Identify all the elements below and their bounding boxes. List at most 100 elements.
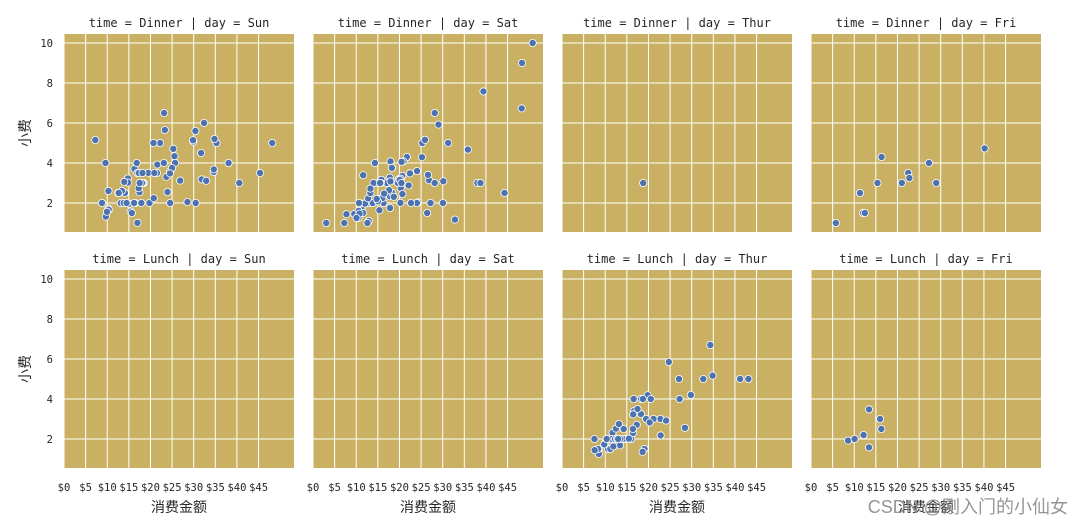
data-point	[340, 218, 349, 227]
facet-title: time = Lunch | day = Sun	[92, 252, 265, 266]
data-point	[517, 59, 526, 68]
data-point	[517, 104, 526, 113]
x-tick-label: $20	[390, 482, 409, 494]
x-tick-label: $25	[412, 482, 431, 494]
data-point	[860, 208, 869, 217]
data-point	[423, 170, 432, 179]
data-point	[210, 134, 219, 143]
x-tick-label: $35	[704, 482, 723, 494]
data-point	[397, 157, 406, 166]
y-tick-label: 2	[47, 198, 53, 210]
data-point	[924, 158, 933, 167]
x-tick-label: $20	[141, 482, 160, 494]
x-tick-label: $5	[328, 482, 341, 494]
data-point	[150, 168, 159, 177]
data-point	[159, 158, 168, 167]
watermark: CSDN @刚入门的小仙女	[868, 497, 1068, 517]
x-tick-label: $25	[910, 482, 929, 494]
data-point	[268, 138, 277, 147]
panel-background	[64, 270, 294, 468]
data-point	[873, 178, 882, 187]
data-point	[396, 198, 405, 207]
x-tick-label: $30	[682, 482, 701, 494]
data-point	[674, 374, 683, 383]
x-tick-label: $15	[866, 482, 885, 494]
data-point	[444, 138, 453, 147]
data-point	[686, 390, 695, 399]
data-point	[420, 135, 429, 144]
data-point	[609, 442, 618, 451]
facet-title: time = Dinner | day = Fri	[836, 16, 1017, 30]
data-point	[528, 39, 537, 48]
data-point	[138, 168, 147, 177]
data-point	[389, 192, 398, 201]
data-point	[120, 177, 129, 186]
data-point	[423, 208, 432, 217]
x-tick-label: $15	[368, 482, 387, 494]
data-point	[372, 194, 381, 203]
data-point	[417, 153, 426, 162]
data-point	[628, 424, 637, 433]
data-point	[905, 173, 914, 182]
facet-panel: time = Dinner | day = Sat	[312, 16, 543, 232]
x-tick-label: $10	[845, 482, 864, 494]
data-point	[189, 136, 198, 145]
x-tick-label: $45	[249, 482, 268, 494]
data-point	[675, 394, 684, 403]
y-tick-label: 6	[47, 118, 53, 130]
data-point	[932, 178, 941, 187]
x-tick-label: $20	[639, 482, 658, 494]
data-point	[352, 213, 361, 222]
facet-panel: time = Dinner | day = Thur	[561, 16, 792, 232]
data-point	[877, 152, 886, 161]
data-point	[114, 188, 123, 197]
data-point	[137, 198, 146, 207]
data-point	[413, 166, 422, 175]
data-point	[149, 194, 158, 203]
data-point	[865, 443, 874, 452]
y-tick-label: 4	[47, 158, 53, 170]
data-point	[102, 207, 111, 216]
panel-background	[562, 34, 792, 232]
facet-title: time = Lunch | day = Fri	[839, 252, 1012, 266]
data-point	[430, 109, 439, 118]
x-tick-label: $0	[307, 482, 320, 494]
data-point	[877, 424, 886, 433]
data-point	[359, 171, 368, 180]
x-axis-label: 消费金额	[151, 500, 207, 516]
data-point	[169, 144, 178, 153]
panel-background	[313, 270, 543, 468]
data-point	[664, 357, 673, 366]
y-tick-label: 8	[47, 78, 53, 90]
data-point	[130, 198, 139, 207]
data-point	[844, 436, 853, 445]
data-point	[397, 178, 406, 187]
data-point	[479, 87, 488, 96]
x-tick-label: $10	[596, 482, 615, 494]
data-point	[639, 178, 648, 187]
panel-background	[313, 34, 543, 232]
data-point	[645, 418, 654, 427]
x-tick-label: $45	[996, 482, 1015, 494]
data-point	[404, 181, 413, 190]
x-tick-label: $0	[805, 482, 818, 494]
data-point	[370, 158, 379, 167]
data-point	[500, 188, 509, 197]
data-point	[135, 178, 144, 187]
data-point	[638, 394, 647, 403]
x-tick-label: $15	[119, 482, 138, 494]
facet-title: time = Lunch | day = Thur	[587, 252, 768, 266]
data-point	[614, 434, 623, 443]
facet-panel: time = Lunch | day = Thur $0 $5 $10 $15 $20 $2…	[556, 252, 792, 516]
data-point	[149, 138, 158, 147]
data-point	[614, 419, 623, 428]
facet-title: time = Dinner | day = Sun	[89, 16, 270, 30]
x-axis-label: 消费金额	[898, 500, 954, 516]
data-point	[163, 187, 172, 196]
data-point	[646, 394, 655, 403]
data-point	[202, 176, 211, 185]
x-axis-label: 消费金额	[649, 500, 705, 516]
x-tick-label: $0	[58, 482, 71, 494]
